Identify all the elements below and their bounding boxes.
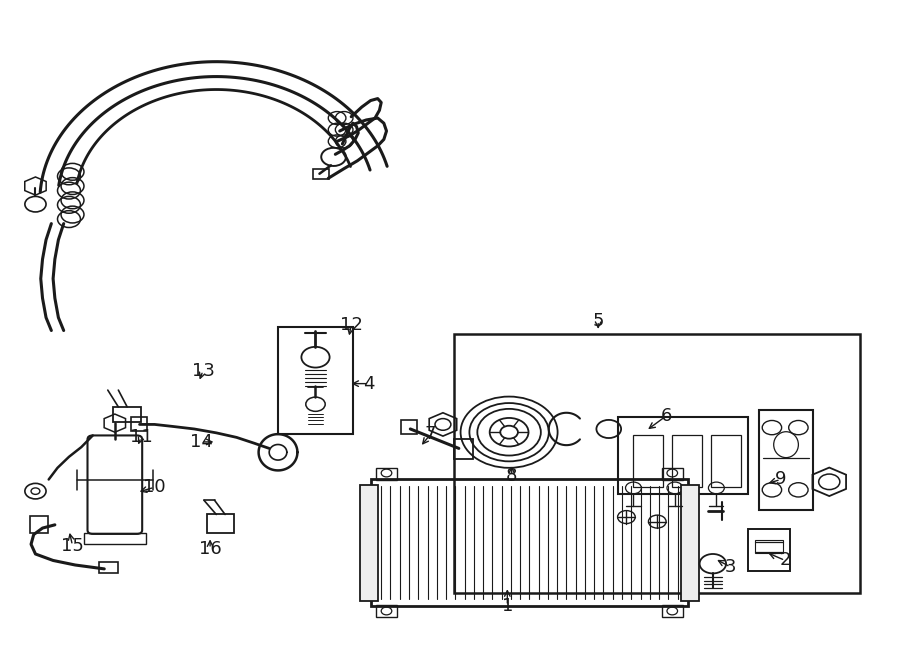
Text: 7: 7 [425, 425, 436, 443]
Text: 2: 2 [779, 551, 791, 570]
Bar [371, 479, 688, 605]
Bar [662, 469, 683, 480]
Text: 6: 6 [661, 407, 671, 425]
Text: 16: 16 [199, 540, 221, 558]
Bar [401, 420, 418, 434]
Bar [376, 469, 397, 480]
Text: 8: 8 [506, 467, 518, 485]
Bar [278, 327, 353, 434]
Text: 3: 3 [724, 558, 736, 576]
Text: 9: 9 [775, 471, 787, 488]
Bar [711, 435, 741, 486]
Bar [634, 435, 663, 486]
Bar [662, 605, 683, 617]
Text: 10: 10 [143, 479, 166, 496]
Bar [454, 334, 860, 593]
Bar [360, 485, 378, 601]
Text: 11: 11 [130, 428, 153, 446]
Bar [113, 407, 141, 422]
Bar [454, 440, 473, 459]
Bar [84, 533, 146, 544]
Bar [376, 605, 397, 617]
Bar [681, 485, 698, 601]
Text: 15: 15 [61, 537, 84, 555]
Text: 1: 1 [501, 597, 513, 615]
Bar [99, 562, 119, 573]
Bar [31, 516, 48, 533]
Text: 14: 14 [190, 433, 212, 451]
Text: 4: 4 [363, 375, 374, 393]
Bar [130, 416, 147, 431]
Bar [313, 169, 329, 179]
Bar [755, 541, 783, 553]
Text: 5: 5 [592, 312, 604, 330]
Text: 12: 12 [340, 317, 363, 334]
Bar [207, 514, 234, 533]
Bar [748, 529, 790, 572]
Bar [672, 435, 702, 486]
Bar [759, 410, 814, 510]
Text: 13: 13 [192, 362, 214, 379]
Bar [617, 416, 748, 494]
